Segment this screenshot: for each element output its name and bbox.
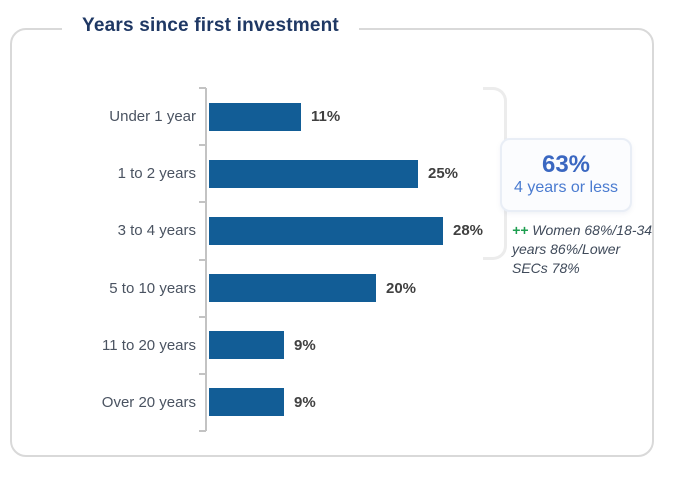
value-label: 9%: [294, 336, 316, 354]
axis-tick: [199, 259, 206, 261]
category-label: 5 to 10 years: [109, 279, 196, 297]
axis-tick: [199, 201, 206, 203]
subgroup-annotation: ++ Women 68%/18-34 years 86%/Lower SECs …: [512, 221, 654, 278]
category-label: 11 to 20 years: [102, 336, 196, 354]
axis-tick: [199, 373, 206, 375]
summary-callout: 63% 4 years or less: [500, 138, 632, 212]
bar: [209, 216, 443, 245]
bar: [209, 159, 418, 188]
bar-row: 11 to 20 years 9%: [0, 317, 678, 374]
bar: [209, 388, 284, 417]
bar-row: 5 to 10 years 20%: [0, 260, 678, 317]
bar: [209, 274, 376, 303]
callout-label: 4 years or less: [513, 179, 619, 197]
value-label: 11%: [311, 108, 341, 126]
bar-row: 1 to 2 years 25%: [0, 145, 678, 202]
category-label: Over 20 years: [101, 393, 196, 411]
axis-tick: [199, 430, 206, 432]
value-label: 20%: [386, 279, 417, 297]
annotation-text: Women 68%/18-34 years 86%/Lower SECs 78%: [512, 222, 653, 276]
value-label: 25%: [428, 165, 459, 183]
value-label: 28%: [453, 222, 484, 240]
bar-row: 3 to 4 years 28%: [0, 202, 678, 259]
annotation-marker: ++: [512, 222, 529, 238]
y-axis-line: [205, 88, 207, 431]
bar: [209, 102, 301, 131]
axis-tick: [199, 144, 206, 146]
category-label: 3 to 4 years: [117, 222, 196, 240]
chart-title: Years since first investment: [62, 15, 359, 37]
chart-rows: Under 1 year 11% 1 to 2 years 25% 3 to 4 yea…: [0, 88, 678, 431]
bar: [209, 331, 284, 360]
axis-tick: [199, 316, 206, 318]
value-label: 9%: [294, 393, 316, 411]
bar-row: Over 20 years 9%: [0, 374, 678, 431]
callout-value: 63%: [541, 151, 591, 179]
category-label: 1 to 2 years: [117, 165, 196, 183]
category-label: Under 1 year: [109, 108, 196, 126]
bar-row: Under 1 year 11%: [0, 88, 678, 145]
axis-tick: [199, 87, 206, 89]
